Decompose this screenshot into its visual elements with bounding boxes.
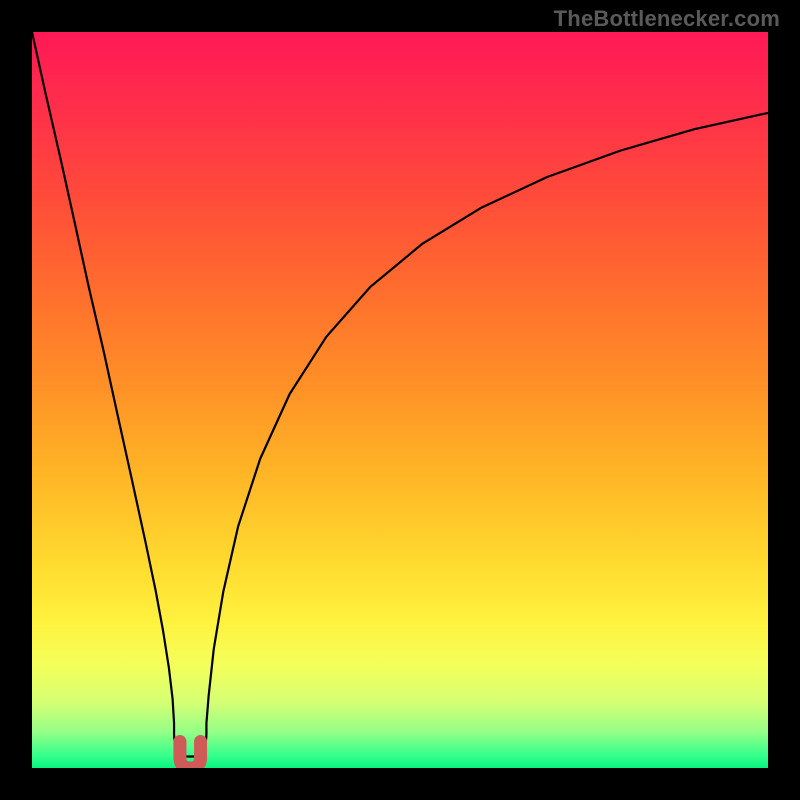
plot-area	[32, 32, 768, 768]
svg-layer	[32, 32, 768, 768]
watermark-text: TheBottlenecker.com	[554, 6, 780, 32]
gradient-background	[32, 32, 768, 768]
